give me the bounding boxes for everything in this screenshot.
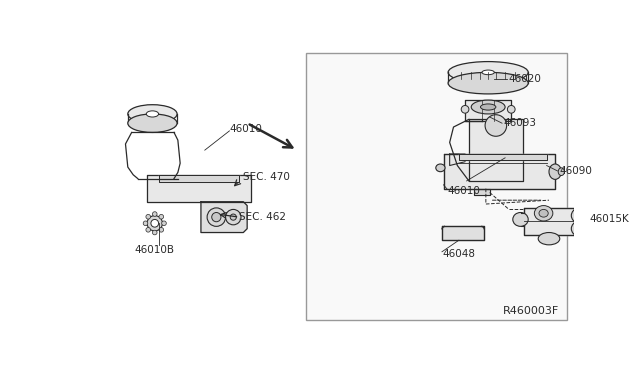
Ellipse shape xyxy=(207,208,225,226)
Ellipse shape xyxy=(448,73,528,94)
Ellipse shape xyxy=(146,228,150,232)
Ellipse shape xyxy=(549,164,561,179)
Text: 46010: 46010 xyxy=(230,124,262,134)
Ellipse shape xyxy=(572,209,585,222)
Bar xyxy=(306,53,567,320)
Polygon shape xyxy=(442,226,484,240)
Text: 46048: 46048 xyxy=(442,249,475,259)
Ellipse shape xyxy=(162,221,166,225)
Text: SEC. 470: SEC. 470 xyxy=(243,172,290,182)
Ellipse shape xyxy=(147,111,159,117)
Ellipse shape xyxy=(147,216,163,231)
Ellipse shape xyxy=(152,230,157,235)
Polygon shape xyxy=(147,175,251,202)
Text: R460003F: R460003F xyxy=(503,306,559,316)
Polygon shape xyxy=(459,154,547,160)
Ellipse shape xyxy=(485,115,507,136)
Ellipse shape xyxy=(212,212,221,222)
Ellipse shape xyxy=(572,222,585,235)
Ellipse shape xyxy=(225,209,241,225)
Ellipse shape xyxy=(436,164,445,172)
Ellipse shape xyxy=(481,104,496,110)
Polygon shape xyxy=(469,119,523,181)
Ellipse shape xyxy=(146,214,150,219)
Ellipse shape xyxy=(539,209,548,217)
Ellipse shape xyxy=(159,214,164,219)
Polygon shape xyxy=(474,189,490,195)
Text: 46010: 46010 xyxy=(447,186,480,196)
Text: 46093: 46093 xyxy=(504,118,536,128)
Ellipse shape xyxy=(471,100,505,114)
Ellipse shape xyxy=(534,206,553,221)
Ellipse shape xyxy=(128,105,177,123)
Ellipse shape xyxy=(461,106,469,113)
Ellipse shape xyxy=(151,219,159,227)
Ellipse shape xyxy=(586,206,602,230)
Ellipse shape xyxy=(159,228,164,232)
Ellipse shape xyxy=(152,212,157,217)
Polygon shape xyxy=(465,100,511,121)
Ellipse shape xyxy=(558,168,564,176)
Polygon shape xyxy=(201,202,247,232)
Text: 46015K: 46015K xyxy=(590,214,630,224)
Text: SEC. 462: SEC. 462 xyxy=(239,212,287,222)
Ellipse shape xyxy=(482,70,494,75)
Polygon shape xyxy=(159,175,239,183)
Ellipse shape xyxy=(448,62,528,83)
Ellipse shape xyxy=(143,221,148,225)
Polygon shape xyxy=(444,154,555,189)
Polygon shape xyxy=(524,208,575,235)
Text: 46020: 46020 xyxy=(508,74,541,84)
Ellipse shape xyxy=(230,214,236,220)
Polygon shape xyxy=(450,154,465,166)
Ellipse shape xyxy=(128,114,177,132)
Ellipse shape xyxy=(538,232,560,245)
Text: 46090: 46090 xyxy=(559,166,592,176)
Ellipse shape xyxy=(513,212,528,226)
Ellipse shape xyxy=(508,106,515,113)
Text: 46010B: 46010B xyxy=(134,245,174,255)
